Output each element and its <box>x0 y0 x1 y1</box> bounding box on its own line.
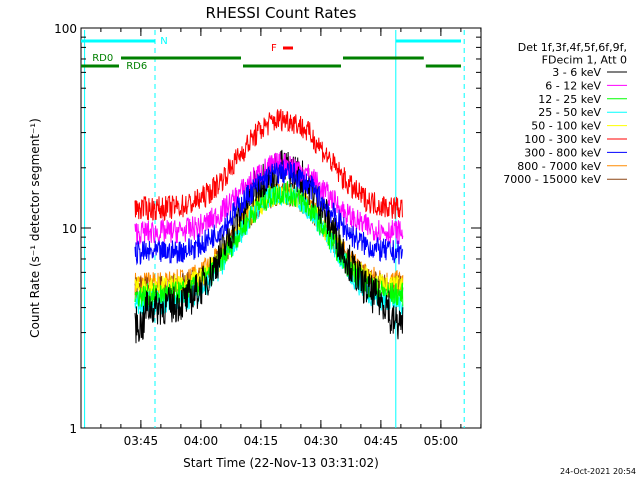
annotation-rd0: RD0 <box>92 53 113 64</box>
x-axis-label: Start Time (22-Nov-13 03:31:02) <box>183 456 379 470</box>
legend-label: 6 - 12 keV <box>545 79 601 92</box>
legend-label: 25 - 50 keV <box>538 106 601 119</box>
x-tick-label: 04:45 <box>364 434 399 448</box>
annotation-rd6: RD6 <box>126 61 147 72</box>
x-tick-label: 04:30 <box>304 434 339 448</box>
series-line <box>134 109 404 222</box>
x-tick-label: 03:45 <box>124 434 159 448</box>
series-line <box>134 160 404 266</box>
y-tick-label: 100 <box>54 22 77 36</box>
chart-title: RHESSI Count Rates <box>206 4 357 22</box>
legend-label: 50 - 100 keV <box>531 120 601 133</box>
x-tick-label: 05:00 <box>424 434 459 448</box>
legend: Det 1f,3f,4f,5f,6f,9f,FDecim 1, Att 03 -… <box>503 41 627 186</box>
series-line <box>134 149 404 344</box>
axis-layer: 03:45 04:00 04:15 04:30 04:45 05:00 1 10 100 <box>54 22 482 448</box>
legend-label: 300 - 800 keV <box>524 146 601 159</box>
annotation-n: N <box>160 36 167 47</box>
attenuator-decimation-layer <box>81 30 465 428</box>
annotation-layer: N F RD0 RD6 <box>92 36 277 72</box>
series-line <box>134 152 404 246</box>
legend-header-line: Det 1f,3f,4f,5f,6f,9f, <box>518 41 627 54</box>
legend-label: 100 - 300 keV <box>524 133 601 146</box>
y-tick-label: 10 <box>62 222 77 236</box>
legend-label: 3 - 6 keV <box>552 66 601 79</box>
legend-label: 800 - 7000 keV <box>517 160 601 173</box>
legend-header-line: FDecim 1, Att 0 <box>542 54 627 67</box>
legend-label: 12 - 25 keV <box>538 93 601 106</box>
footer-date: 24-Oct-2021 20:54 <box>560 467 636 476</box>
x-tick-label: 04:00 <box>184 434 219 448</box>
y-axis-label: Count Rate (s⁻¹ detector segment⁻¹) <box>28 118 42 338</box>
legend-label: 7000 - 15000 keV <box>503 173 601 186</box>
x-tick-label: 04:15 <box>244 434 279 448</box>
series-layer <box>134 109 404 344</box>
y-tick-label: 1 <box>69 422 77 436</box>
annotation-f: F <box>271 43 277 54</box>
